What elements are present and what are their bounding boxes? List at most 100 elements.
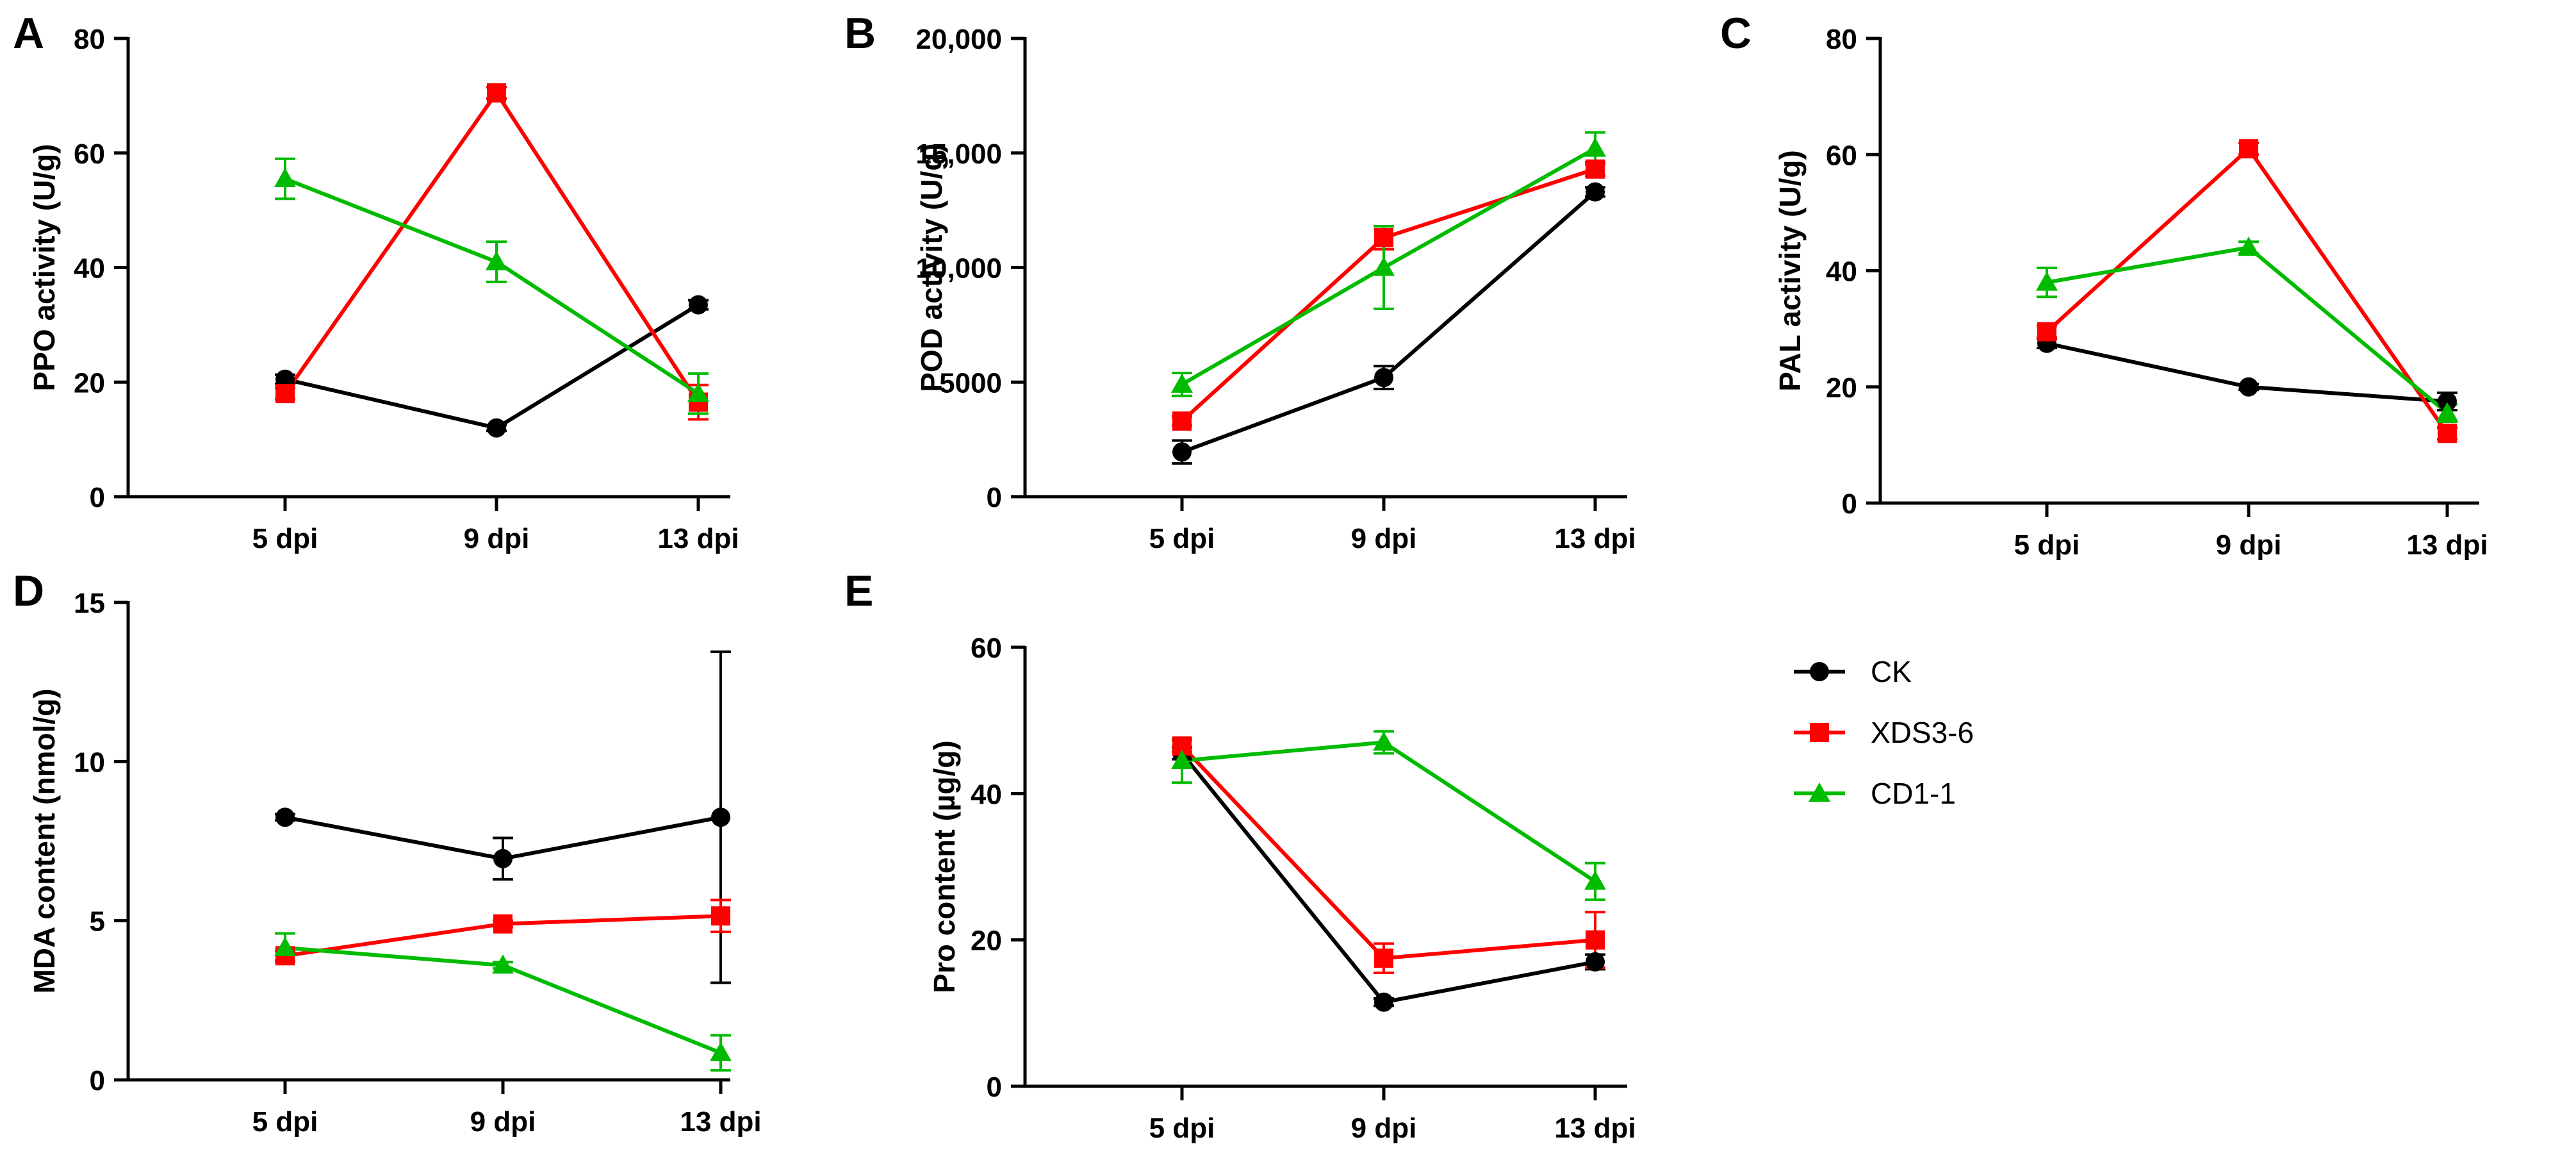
panel-b-point-xds3-6	[1374, 228, 1393, 248]
panel-c-x-tick-label: 13 dpi	[2406, 529, 2488, 561]
panel-e-point-ck	[1374, 992, 1393, 1012]
panel-b-point-ck	[1374, 368, 1393, 388]
panel-c-point-cd1-1	[2036, 271, 2058, 291]
panel-a-y-tick-label: 0	[90, 482, 105, 513]
panel-c-point-cd1-1	[2238, 236, 2260, 256]
panel-a-y-tick-label: 20	[74, 367, 105, 399]
panel-e-x-tick-label: 9 dpi	[1351, 1113, 1417, 1144]
panel-e-y-tick-label: 60	[971, 633, 1002, 664]
panel-a-point-xds3-6	[487, 83, 506, 103]
panel-a-x-tick-label: 5 dpi	[252, 523, 318, 554]
panel-d-point-ck	[711, 807, 730, 827]
panel-b-y-tick-label: 5000	[939, 367, 1002, 399]
panel-c-y-tick-label: 20	[1826, 372, 1857, 404]
panel-c-point-ck	[2438, 392, 2457, 411]
panel-d-point-ck	[493, 849, 513, 868]
panel-c-x-tick-label: 5 dpi	[2014, 529, 2080, 561]
panel-a-point-cd1-1	[274, 167, 296, 187]
panel-b: B 0 5000 10,000 15,000 20,000 5 dpi 9 dpi 13 dpi…	[844, 9, 1636, 554]
panel-c-point-ck	[2239, 377, 2258, 397]
panel-d-point-xds3-6	[493, 914, 513, 934]
panel-e-point-cd1-1	[1584, 870, 1606, 890]
panel-b-point-cd1-1	[1171, 373, 1193, 393]
panel-c-x-tick-label: 9 dpi	[2216, 529, 2282, 561]
panel-c-letter: C	[1720, 9, 1752, 58]
panel-e-point-xds3-6	[1586, 930, 1605, 950]
legend-item-cd1-1: CD1-1	[1794, 777, 1956, 810]
panel-c-point-xds3-6	[2037, 322, 2056, 342]
panel-b-y-tick-label: 20,000	[915, 24, 1002, 55]
panel-c: C 0 20 40 60 80 5 dpi 9 dpi 13 dpi PAL activity (…	[1720, 9, 2488, 561]
panel-c-point-xds3-6	[2239, 139, 2258, 159]
panel-d-y-axis-label: MDA content (nmol/g)	[28, 688, 61, 993]
legend: CK XDS3-6 CD1-1	[1794, 655, 1974, 810]
panel-a-letter: A	[13, 9, 44, 58]
panel-d-point-cd1-1	[710, 1041, 732, 1061]
panel-d-point-xds3-6	[711, 906, 730, 926]
panel-a-point-cd1-1	[486, 251, 507, 270]
panel-e-y-axis-label: Pro content (µg/g)	[928, 740, 961, 993]
panel-c-y-tick-label: 80	[1826, 24, 1857, 55]
panel-c-y-tick-label: 40	[1826, 256, 1857, 288]
panel-e-letter: E	[844, 567, 873, 615]
panel-c-y-axis-label: PAL activity (U/g)	[1773, 150, 1807, 392]
panel-b-letter: B	[844, 9, 876, 58]
panel-a-point-xds3-6	[275, 384, 295, 404]
panel-e-y-tick-label: 20	[971, 925, 1002, 957]
panel-a: A 0 20 40 60 80 5 dpi 9 dpi 13 dpi PPO activity (…	[13, 9, 739, 554]
panel-d-x-tick-label: 5 dpi	[252, 1106, 318, 1138]
panel-b-point-ck	[1586, 182, 1605, 202]
legend-label-cd1-1: CD1-1	[1871, 777, 1956, 810]
panel-d-x-tick-label: 9 dpi	[470, 1106, 536, 1138]
panel-a-point-ck	[689, 295, 708, 315]
panel-d-y-tick-label: 0	[90, 1065, 105, 1097]
panel-b-x-tick-label: 13 dpi	[1554, 523, 1636, 554]
panel-b-point-cd1-1	[1373, 256, 1395, 276]
panel-e: E 0 20 40 60 5 dpi 9 dpi 13 dpi Pro content (µg/…	[844, 567, 1636, 1144]
legend-item-ck: CK	[1794, 655, 1912, 688]
panel-c-point-cd1-1	[2436, 402, 2458, 422]
panel-d-x-tick-label: 13 dpi	[680, 1106, 761, 1138]
panel-d-y-tick-label: 10	[74, 747, 105, 778]
panel-a-x-tick-label: 9 dpi	[464, 523, 530, 554]
panel-a-point-cd1-1	[687, 383, 709, 402]
legend-label-xds3-6: XDS3-6	[1871, 716, 1974, 749]
panel-e-point-cd1-1	[1171, 749, 1193, 769]
panel-b-y-axis-label: POD activity (U/g)	[915, 143, 948, 392]
panel-e-point-ck	[1586, 952, 1605, 972]
panel-b-y-tick-label: 0	[987, 482, 1002, 513]
panel-c-point-xds3-6	[2438, 424, 2457, 443]
panel-a-line-ck	[284, 303, 700, 430]
panel-b-point-ck	[1172, 442, 1192, 462]
panel-b-point-cd1-1	[1584, 137, 1606, 157]
panel-e-y-tick-label: 0	[987, 1072, 1002, 1103]
panel-b-y-tick-label: 10,000	[915, 253, 1002, 285]
legend-item-xds3-6: XDS3-6	[1794, 716, 1974, 749]
panel-e-y-tick-label: 40	[971, 779, 1002, 810]
panel-b-x-tick-label: 5 dpi	[1149, 523, 1215, 554]
panel-a-line-xds3-6	[283, 89, 700, 404]
panel-a-point-ck	[487, 418, 506, 438]
panel-d-y-tick-label: 5	[90, 906, 105, 938]
panel-d: D 0 5 10 15 5 dpi 9 dpi 13 dpi MDA content (nmol…	[13, 567, 762, 1138]
panel-b-y-tick-label: 15,000	[915, 138, 1002, 170]
panel-e-line-xds3-6	[1180, 745, 1596, 961]
legend-marker-cd1-1	[1809, 783, 1830, 802]
panel-b-point-xds3-6	[1586, 159, 1605, 179]
panel-d-letter: D	[13, 567, 44, 615]
panel-c-y-tick-label: 60	[1826, 140, 1857, 171]
panel-d-y-tick-label: 15	[74, 588, 105, 619]
panel-e-point-cd1-1	[1373, 731, 1395, 751]
panel-a-line-cd1-1	[284, 177, 700, 395]
panel-a-y-axis-label: PPO activity (U/g)	[28, 144, 61, 392]
panel-a-y-tick-label: 40	[74, 253, 105, 285]
panel-e-point-xds3-6	[1374, 948, 1393, 968]
panel-a-y-tick-label: 80	[74, 24, 105, 55]
panel-a-x-tick-label: 13 dpi	[657, 523, 739, 554]
panel-a-y-tick-label: 60	[74, 138, 105, 170]
panel-d-point-cd1-1	[274, 936, 296, 956]
panel-d-point-cd1-1	[492, 954, 514, 974]
panel-c-y-tick-label: 0	[1842, 488, 1857, 520]
panel-e-x-tick-label: 5 dpi	[1149, 1113, 1215, 1144]
